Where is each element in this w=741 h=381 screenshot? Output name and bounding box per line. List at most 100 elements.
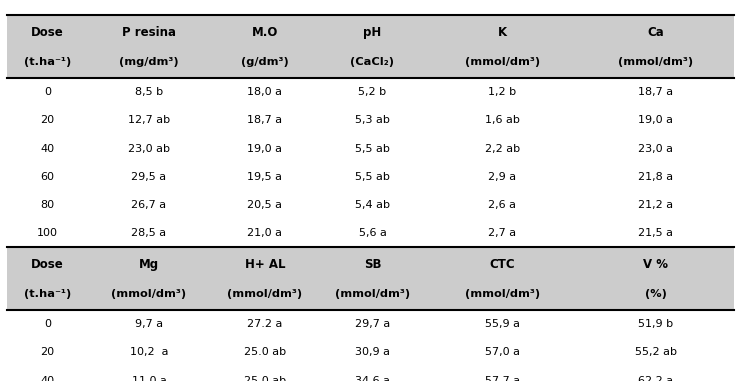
Bar	[578, 338, 734, 367]
Text: (g/dm³): (g/dm³)	[241, 58, 289, 67]
Bar	[426, 106, 578, 134]
Bar	[426, 219, 578, 247]
Bar	[7, 367, 87, 381]
Bar	[7, 78, 87, 106]
Bar	[319, 106, 426, 134]
Bar	[578, 106, 734, 134]
Text: 0: 0	[44, 319, 51, 329]
Text: (mmol⁣/dm³): (mmol⁣/dm³)	[465, 290, 539, 299]
Bar	[578, 78, 734, 106]
Text: 18,7 a: 18,7 a	[247, 115, 282, 125]
Bar	[87, 163, 211, 191]
Bar	[7, 163, 87, 191]
Bar	[211, 106, 319, 134]
Text: 19,5 a: 19,5 a	[247, 172, 282, 182]
Text: (mmol⁣/dm³): (mmol⁣/dm³)	[335, 290, 410, 299]
Text: Mg: Mg	[139, 258, 159, 271]
Text: 9,7 a: 9,7 a	[135, 319, 163, 329]
Bar	[211, 191, 319, 219]
Bar	[426, 191, 578, 219]
Text: 23,0 a: 23,0 a	[638, 144, 674, 154]
Text: 12,7 ab: 12,7 ab	[128, 115, 170, 125]
Bar	[426, 310, 578, 338]
Text: (CaCl₂): (CaCl₂)	[350, 58, 394, 67]
Text: CTC: CTC	[489, 258, 515, 271]
Text: 40: 40	[40, 376, 54, 381]
Bar	[319, 247, 426, 310]
Bar	[578, 219, 734, 247]
Bar	[426, 163, 578, 191]
Bar	[211, 310, 319, 338]
Text: H+ AL: H+ AL	[245, 258, 285, 271]
Text: 21,2 a: 21,2 a	[638, 200, 674, 210]
Bar	[7, 247, 87, 310]
Bar	[87, 310, 211, 338]
Bar	[578, 367, 734, 381]
Text: 25.0 ab: 25.0 ab	[244, 347, 286, 357]
Text: 28,5 a: 28,5 a	[131, 228, 167, 238]
Text: (t.ha⁻¹): (t.ha⁻¹)	[24, 290, 71, 299]
Text: 5,2 b: 5,2 b	[359, 87, 387, 97]
Bar	[211, 134, 319, 163]
Text: 5,5 ab: 5,5 ab	[355, 172, 390, 182]
Text: 55,2 ab: 55,2 ab	[635, 347, 677, 357]
Text: (mmol⁣/dm³): (mmol⁣/dm³)	[618, 58, 694, 67]
Text: (mg/dm³): (mg/dm³)	[119, 58, 179, 67]
Bar	[319, 134, 426, 163]
Text: (mmol⁣/dm³): (mmol⁣/dm³)	[227, 290, 302, 299]
Bar	[426, 78, 578, 106]
Bar	[7, 338, 87, 367]
Text: 23,0 ab: 23,0 ab	[128, 144, 170, 154]
Text: 2,7 a: 2,7 a	[488, 228, 516, 238]
Bar	[319, 15, 426, 78]
Text: pH: pH	[363, 26, 382, 39]
Text: 51,9 b: 51,9 b	[638, 319, 674, 329]
Bar	[87, 247, 211, 310]
Text: 30,9 a: 30,9 a	[355, 347, 390, 357]
Bar	[7, 15, 87, 78]
Text: K: K	[498, 26, 507, 39]
Text: 20,5 a: 20,5 a	[247, 200, 282, 210]
Text: 5,3 ab: 5,3 ab	[355, 115, 390, 125]
Bar	[211, 78, 319, 106]
Text: 21,0 a: 21,0 a	[247, 228, 282, 238]
Bar	[578, 310, 734, 338]
Text: 0: 0	[44, 87, 51, 97]
Bar	[578, 247, 734, 310]
Text: 10,2  a: 10,2 a	[130, 347, 168, 357]
Text: 27.2 a: 27.2 a	[247, 319, 282, 329]
Text: 1,2 b: 1,2 b	[488, 87, 516, 97]
Text: V %: V %	[643, 258, 668, 271]
Bar	[87, 106, 211, 134]
Bar	[578, 15, 734, 78]
Bar	[319, 191, 426, 219]
Text: 100: 100	[37, 228, 58, 238]
Bar	[319, 163, 426, 191]
Text: 26,7 a: 26,7 a	[131, 200, 167, 210]
Bar	[87, 15, 211, 78]
Text: 20: 20	[40, 115, 54, 125]
Bar	[87, 219, 211, 247]
Text: 21,5 a: 21,5 a	[638, 228, 674, 238]
Text: 57,0 a: 57,0 a	[485, 347, 519, 357]
Bar	[578, 191, 734, 219]
Bar	[319, 78, 426, 106]
Text: 40: 40	[40, 144, 54, 154]
Text: 11,0 a: 11,0 a	[132, 376, 167, 381]
Text: Dose: Dose	[31, 258, 64, 271]
Bar	[426, 247, 578, 310]
Text: 34,6 a: 34,6 a	[355, 376, 390, 381]
Bar	[211, 338, 319, 367]
Bar	[87, 338, 211, 367]
Bar	[7, 310, 87, 338]
Bar	[319, 219, 426, 247]
Bar	[211, 163, 319, 191]
Bar	[211, 219, 319, 247]
Bar	[426, 338, 578, 367]
Text: Dose: Dose	[31, 26, 64, 39]
Text: 29,7 a: 29,7 a	[355, 319, 390, 329]
Text: 8,5 b: 8,5 b	[135, 87, 163, 97]
Bar	[426, 15, 578, 78]
Text: P resina: P resina	[122, 26, 176, 39]
Text: 5,4 ab: 5,4 ab	[355, 200, 390, 210]
